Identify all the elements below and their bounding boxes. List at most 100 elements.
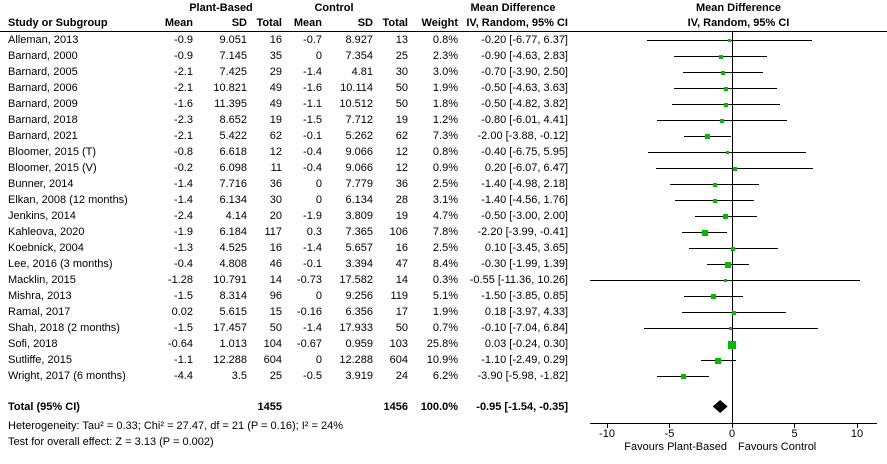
ctl-total: 103: [389, 338, 408, 350]
pb-total: 104: [263, 338, 282, 350]
ctl-total: 25: [395, 50, 408, 62]
study-row: Bloomer, 2015 (T) -0.8 6.618 12 -0.4 9.066 12 0…: [0, 144, 887, 160]
ctl-total: 106: [389, 226, 408, 238]
ctl-sd: 7.712: [345, 114, 373, 126]
study-row: Barnard, 2005 -2.1 7.425 29 -1.4 4.81 30 3.0% -0…: [0, 64, 887, 80]
ctl-sd: 17.933: [339, 322, 373, 334]
favours-left-label: Favours Plant-Based: [624, 441, 727, 453]
pb-sd: 7.425: [219, 66, 247, 78]
pb-sd: 9.051: [219, 34, 247, 46]
pb-sd: 5.615: [219, 306, 247, 318]
pb-mean: -2.3: [174, 114, 193, 126]
ctl-mean: -0.1: [303, 258, 322, 270]
study-row: Barnard, 2009 -1.6 11.395 49 -1.1 10.512 50 1.8…: [0, 96, 887, 112]
weight-value: 6.2%: [432, 370, 458, 382]
study-name: Sutliffe, 2015: [8, 354, 73, 366]
pb-sd: 4.525: [219, 242, 247, 254]
group-header-plant-based: Plant-Based: [189, 2, 253, 14]
weight-value: 0.8%: [432, 34, 458, 46]
ctl-total: 50: [395, 82, 408, 94]
pb-sd: 11.395: [214, 98, 247, 110]
weight-value: 2.5%: [432, 178, 458, 190]
pb-total: 25: [269, 370, 282, 382]
ci-text: -0.50 [-3.00, 2.00]: [481, 210, 568, 222]
pb-mean: -4.4: [174, 370, 193, 382]
ci-text: -0.20 [-6.77, 6.37]: [481, 34, 568, 46]
ctl-mean: -1.4: [303, 242, 322, 254]
axis-tick: [669, 423, 670, 428]
study-row: Wright, 2017 (6 months) -4.4 3.5 25 -0.5 3.91…: [0, 368, 887, 384]
ctl-total: 47: [395, 258, 408, 270]
study-row: Barnard, 2021 -2.1 5.422 62 -0.1 5.262 62 7.3% -…: [0, 128, 887, 144]
ctl-total-header: Total: [382, 17, 408, 29]
pb-sd: 1.013: [219, 338, 247, 350]
pb-sd: 4.14: [225, 210, 247, 222]
pb-mean: -2.1: [174, 82, 193, 94]
pb-sd: 17.457: [213, 322, 247, 334]
study-row: Bunner, 2014 -1.4 7.716 36 0 7.779 36 2.5% -1.40…: [0, 176, 887, 192]
ci-text: -1.50 [-3.85, 0.85]: [481, 290, 568, 302]
pb-total-header: Total: [256, 17, 282, 29]
study-row: Barnard, 2006 -2.1 10.821 49 -1.6 10.114 50 1.9…: [0, 80, 887, 96]
study-row: Bloomer, 2015 (V) -0.2 6.098 11 -0.4 9.066 12 0…: [0, 160, 887, 176]
weight-value: 25.8%: [426, 338, 458, 350]
ctl-sd: 7.365: [345, 226, 373, 238]
ci-text: -0.70 [-3.90, 2.50]: [481, 66, 568, 78]
ctl-total: 19: [395, 114, 408, 126]
header-divider: [0, 31, 887, 32]
study-rows: Alleman, 2013 -0.9 9.051 16 -0.7 8.927 13 0.8% -…: [0, 32, 887, 384]
pb-sd: 6.098: [219, 162, 247, 174]
study-name: Barnard, 2006: [8, 82, 78, 94]
weight-value: 1.2%: [432, 114, 458, 126]
ci-text: -0.90 [-4.63, 2.83]: [481, 50, 568, 62]
ci-text: -0.30 [-1.99, 1.39]: [481, 258, 568, 270]
ctl-sd: 7.354: [345, 50, 373, 62]
weight-value: 1.9%: [432, 306, 458, 318]
study-name: Sofi, 2018: [8, 338, 58, 350]
pb-mean: -1.5: [174, 322, 193, 334]
ctl-mean: -0.73: [296, 274, 322, 286]
total-row: Total (95% CI) 1455 1456 100.0% -0.95 [-…: [0, 399, 568, 415]
ctl-mean: -0.1: [303, 130, 322, 142]
study-name: Bloomer, 2015 (T): [8, 146, 97, 158]
study-row: Sofi, 2018 -0.64 1.013 104 -0.67 0.959 103 25.8…: [0, 336, 887, 352]
weight-value: 1.9%: [432, 82, 458, 94]
pb-total: 49: [269, 82, 282, 94]
ctl-total: 50: [395, 322, 408, 334]
plot-title-line2: IV, Random, 95% CI: [687, 17, 790, 29]
pb-mean: -0.2: [174, 162, 193, 174]
group-header-control: Control: [314, 2, 354, 14]
pb-total: 35: [269, 50, 282, 62]
ctl-total: 12: [395, 146, 408, 158]
ctl-sd: 7.779: [345, 178, 373, 190]
ctl-sd: 10.114: [340, 82, 373, 94]
study-row: Shah, 2018 (2 months) -1.5 17.457 50 -1.4 17.…: [0, 320, 887, 336]
pb-total: 20: [269, 210, 282, 222]
weight-value: 7.8%: [432, 226, 458, 238]
pb-mean: -0.4: [174, 258, 193, 270]
plot-column-title: Mean Difference IV, Random, 95% CI: [590, 1, 887, 31]
total-ctl-n: 1456: [383, 401, 408, 413]
pb-sd: 4.808: [219, 258, 247, 270]
ci-text: -1.40 [-4.98, 2.18]: [481, 178, 568, 190]
pb-sd: 6.184: [219, 226, 247, 238]
pb-sd: 10.791: [213, 274, 247, 286]
ctl-sd: 9.066: [345, 162, 373, 174]
pb-sd: 10.821: [213, 82, 247, 94]
ctl-total: 17: [395, 306, 408, 318]
study-name: Ramal, 2017: [8, 306, 71, 318]
weight-value: 0.3%: [432, 274, 458, 286]
study-name: Barnard, 2021: [8, 130, 78, 142]
ctl-total: 119: [390, 290, 408, 302]
pb-sd: 12.288: [213, 354, 247, 366]
pb-total: 29: [269, 66, 282, 78]
pb-sd: 8.314: [219, 290, 247, 302]
pb-sd: 8.652: [219, 114, 247, 126]
ci-text: -3.90 [-5.98, -1.82]: [477, 370, 569, 382]
ci-text: -0.50 [-4.82, 3.82]: [481, 98, 568, 110]
study-name: Macklin, 2015: [8, 274, 76, 286]
pb-total: 19: [269, 114, 282, 126]
ctl-sd: 6.134: [345, 194, 373, 206]
study-name: Barnard, 2009: [8, 98, 78, 110]
overall-effect-text: Test for overall effect: Z = 3.13 (P = 0…: [8, 436, 214, 448]
